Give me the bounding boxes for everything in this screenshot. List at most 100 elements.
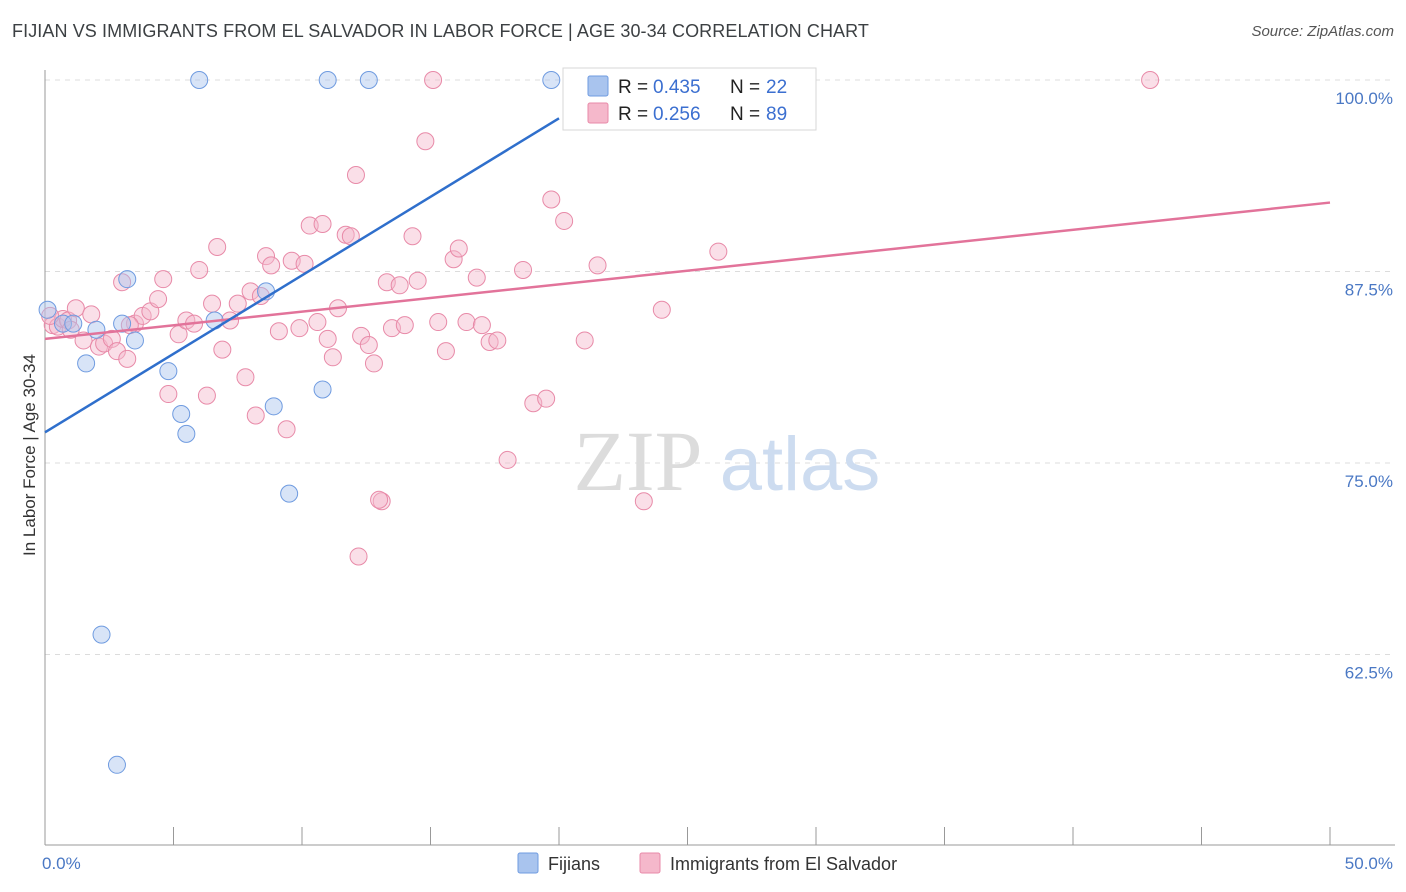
legend-n-value-1: 22	[766, 77, 787, 98]
point-fijians-8	[118, 270, 137, 289]
point-el-salvador-75	[542, 190, 561, 209]
point-fijians-19	[359, 71, 378, 89]
point-el-salvador-24	[197, 386, 216, 405]
bottom-legend-el-salvador: Immigrants from El Salvador	[670, 854, 897, 874]
point-fijians-2	[64, 314, 83, 333]
point-fijians-10	[172, 404, 191, 423]
trend-lines	[44, 117, 1331, 434]
axes	[44, 70, 1395, 846]
point-el-salvador-69	[480, 332, 499, 351]
point-fijians-15	[264, 397, 283, 416]
point-el-salvador-83	[1141, 71, 1160, 89]
point-el-salvador-41	[300, 216, 319, 235]
point-el-salvador-26	[208, 237, 227, 256]
correlation-legend: R = 0.435 N = 22 R = 0.256 N = 89	[562, 67, 817, 131]
point-el-salvador-78	[588, 256, 607, 275]
series-fijians	[38, 71, 561, 774]
bottom-legend-swatch-fijians	[517, 852, 539, 874]
legend-n-label-2: N =	[730, 104, 760, 125]
watermark-atlas: atlas	[720, 422, 881, 507]
point-el-salvador-39	[290, 319, 309, 338]
point-fijians-11	[177, 424, 196, 443]
point-fijians-9	[159, 362, 178, 381]
point-el-salvador-64	[444, 250, 463, 269]
point-el-salvador-88	[370, 490, 389, 509]
point-el-salvador-61	[424, 71, 443, 89]
point-el-salvador-72	[514, 260, 533, 279]
point-el-salvador-82	[709, 242, 728, 261]
y-tick-label-2: 87.5%	[1345, 281, 1393, 300]
y-tick-label-1: 75.0%	[1345, 472, 1393, 491]
point-el-salvador-63	[436, 342, 455, 361]
point-el-salvador-58	[403, 227, 422, 246]
trend-line-fijians	[44, 117, 560, 434]
watermark: ZIP atlas	[574, 413, 881, 509]
chart-title: FIJIAN VS IMMIGRANTS FROM EL SALVADOR IN…	[12, 21, 870, 41]
point-el-salvador-76	[555, 211, 574, 230]
point-el-salvador-30	[236, 368, 255, 387]
point-el-salvador-52	[364, 354, 383, 373]
point-fijians-3	[77, 354, 96, 373]
point-el-salvador-7	[82, 305, 101, 324]
point-el-salvador-42	[308, 313, 327, 332]
point-el-salvador-84	[349, 547, 368, 566]
x-tick-label-0: 0.0%	[42, 854, 81, 873]
point-el-salvador-19	[159, 385, 178, 404]
point-fijians-6	[107, 755, 126, 774]
legend-n-value-2: 89	[766, 104, 787, 125]
point-el-salvador-29	[228, 294, 247, 313]
point-el-salvador-27	[213, 340, 232, 359]
y-axis-label: In Labor Force | Age 30-34	[20, 354, 39, 556]
point-el-salvador-12	[113, 273, 132, 292]
point-el-salvador-45	[323, 348, 342, 367]
point-fijians-1	[53, 314, 72, 333]
point-el-salvador-67	[467, 268, 486, 287]
point-fijians-18	[318, 71, 337, 89]
point-el-salvador-44	[318, 329, 337, 348]
point-el-salvador-59	[408, 271, 427, 290]
point-el-salvador-51	[359, 336, 378, 355]
point-el-salvador-62	[429, 313, 448, 332]
x-tick-label-1: 50.0%	[1345, 854, 1393, 873]
point-fijians-4	[87, 320, 106, 339]
point-el-salvador-70	[488, 331, 507, 350]
legend-n-label-1: N =	[730, 77, 760, 98]
point-el-salvador-43	[313, 215, 332, 234]
legend-swatch-el-salvador	[587, 102, 609, 124]
point-el-salvador-81	[652, 300, 671, 319]
trend-line-el-salvador	[44, 201, 1331, 341]
bottom-legend-fijians: Fijians	[548, 854, 600, 874]
point-el-salvador-11	[107, 342, 126, 361]
tick-labels: 62.5% 75.0% 87.5% 100.0% 0.0% 50.0%	[42, 89, 1393, 873]
point-fijians-5	[92, 625, 111, 644]
point-el-salvador-37	[277, 420, 296, 439]
point-fijians-16	[280, 484, 299, 503]
bottom-legend-swatch-el-salvador	[639, 852, 661, 874]
point-fijians-17	[313, 380, 332, 399]
point-el-salvador-23	[190, 260, 209, 279]
point-el-salvador-66	[457, 313, 476, 332]
legend-r-label-2: R =	[618, 104, 648, 125]
grid-lines	[45, 79, 1395, 655]
point-el-salvador-18	[154, 270, 173, 289]
point-el-salvador-35	[262, 256, 281, 275]
point-el-salvador-74	[537, 389, 556, 408]
point-el-salvador-34	[257, 247, 276, 266]
point-fijians-0	[38, 300, 57, 319]
point-el-salvador-80	[634, 492, 653, 511]
watermark-zip: ZIP	[574, 413, 703, 509]
point-fijians-12	[190, 71, 209, 89]
point-el-salvador-50	[352, 326, 371, 345]
point-el-salvador-71	[498, 450, 517, 469]
point-el-salvador-77	[575, 331, 594, 350]
point-el-salvador-5	[66, 299, 85, 318]
point-fijians-21	[125, 331, 144, 350]
point-el-salvador-31	[241, 282, 260, 301]
point-el-salvador-36	[269, 322, 288, 341]
legend-r-value-2: 0.256	[653, 104, 701, 125]
point-el-salvador-13	[118, 349, 137, 368]
point-fijians-7	[113, 314, 132, 333]
point-el-salvador-65	[449, 239, 468, 258]
point-el-salvador-56	[390, 276, 409, 295]
